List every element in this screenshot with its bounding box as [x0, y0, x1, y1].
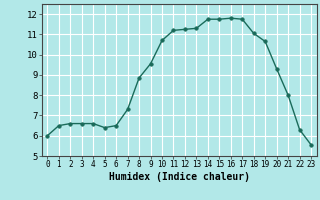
- X-axis label: Humidex (Indice chaleur): Humidex (Indice chaleur): [109, 172, 250, 182]
